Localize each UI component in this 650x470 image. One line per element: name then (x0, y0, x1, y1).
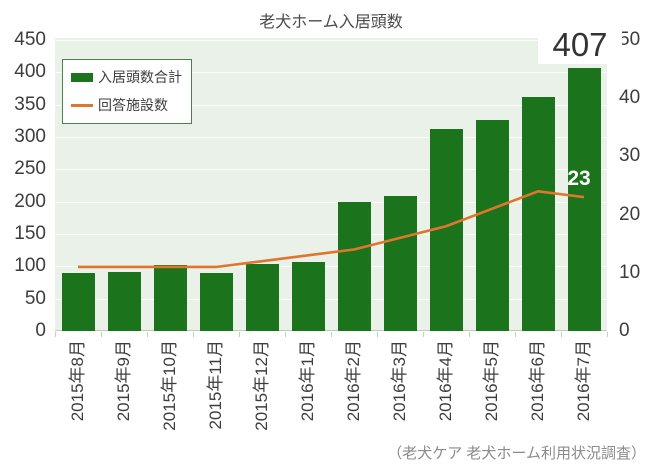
left-axis-label: 450 (14, 29, 46, 50)
bar (337, 201, 371, 331)
x-axis-label: 2016年6月 (528, 340, 547, 422)
x-axis-line (55, 330, 607, 331)
x-axis-tick (101, 332, 102, 337)
bar (245, 263, 279, 331)
x-axis-tick (239, 332, 240, 337)
x-axis-label: 2015年9月 (114, 340, 133, 422)
x-axis-label: 2015年11月 (206, 340, 225, 430)
x-axis-tick (607, 332, 608, 337)
x-axis-tick (423, 332, 424, 337)
x-axis-label: 2016年3月 (390, 340, 409, 422)
x-axis-label: 2016年2月 (344, 340, 363, 422)
bar (199, 272, 233, 331)
x-axis-tick (193, 332, 194, 337)
left-axis-label: 50 (24, 287, 46, 309)
x-axis-tick (285, 332, 286, 337)
x-axis-label: 2015年10月 (160, 340, 179, 431)
bar (107, 272, 141, 331)
x-axis-label: 2015年8月 (68, 340, 87, 422)
legend-item-bars: 入居頭数合計 (71, 67, 182, 87)
line-value-callout: 23 (567, 167, 591, 190)
x-axis-label: 2016年4月 (436, 340, 455, 422)
x-axis-label: 2016年7月 (574, 340, 593, 422)
legend-line-label: 回答施設数 (98, 97, 168, 113)
right-axis-label: 20 (619, 203, 641, 225)
bar (475, 120, 509, 331)
left-axis-label: 150 (14, 223, 46, 244)
gridline (55, 72, 607, 74)
gridline (55, 298, 607, 300)
left-axis-label: 100 (14, 255, 46, 277)
right-axis-label: 30 (619, 145, 641, 167)
bar (567, 67, 601, 331)
left-axis-label: 350 (14, 93, 46, 115)
bar (61, 272, 95, 331)
x-axis-label: 2016年5月 (482, 340, 501, 422)
gridline (55, 137, 607, 138)
gridline (55, 40, 607, 41)
x-axis-label: 2015年12月 (252, 340, 271, 431)
gridline (55, 169, 607, 171)
legend-item-line: 回答施設数 (71, 95, 182, 115)
x-axis-tick (561, 332, 562, 337)
bar (291, 261, 325, 331)
bar (429, 129, 463, 331)
x-axis-tick (55, 332, 56, 337)
bar-series-swatch-icon (71, 72, 93, 82)
x-axis-tick (377, 332, 378, 337)
x-axis-tick (331, 332, 332, 337)
right-axis-label: 50 (619, 29, 641, 50)
bar (153, 265, 187, 331)
bar (521, 96, 555, 331)
right-axis-label: 0 (619, 320, 630, 341)
legend-bar-label: 入居頭数合計 (98, 69, 182, 85)
bar (383, 196, 417, 331)
source-caption: （老犬ケア 老犬ホーム利用状況調査） (387, 445, 646, 462)
left-axis-label: 0 (35, 320, 46, 341)
x-axis-tick (515, 332, 516, 337)
right-axis-label: 40 (619, 87, 641, 109)
bar-value-callout: 407 (538, 26, 622, 64)
left-axis-label: 300 (14, 126, 46, 147)
line-series-swatch-icon (71, 103, 93, 107)
left-axis-label: 400 (14, 61, 46, 83)
gridline (55, 104, 607, 106)
x-axis-label: 2016年1月 (298, 340, 317, 422)
left-axis-label: 250 (14, 158, 46, 180)
chart-title: 老犬ホーム入居頭数 (259, 14, 403, 31)
legend: 入居頭数合計 回答施設数 (62, 59, 192, 124)
x-axis-tick (469, 332, 470, 337)
left-axis-label: 200 (14, 190, 46, 212)
right-axis-label: 10 (619, 261, 641, 283)
x-axis-tick (147, 332, 148, 337)
